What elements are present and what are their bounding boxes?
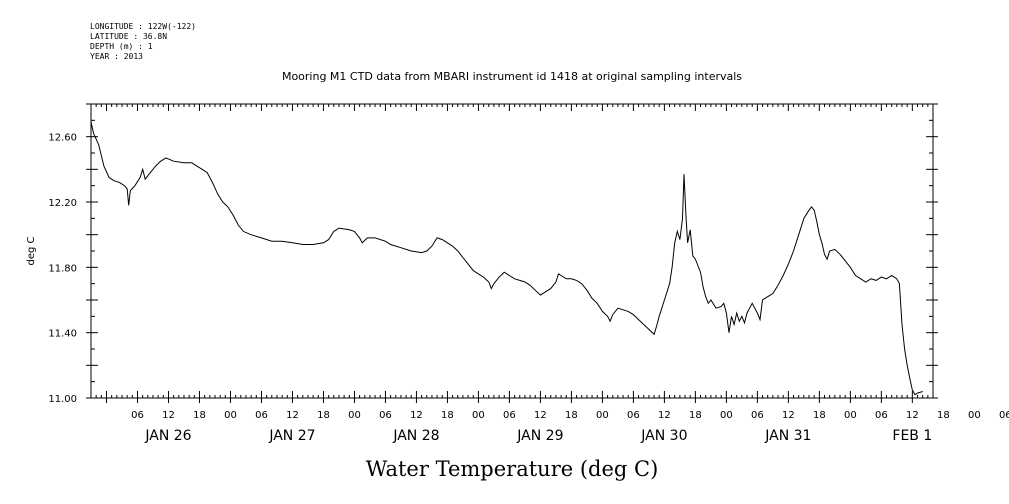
plot-frame xyxy=(90,103,934,399)
x-tick-label: 12 xyxy=(410,410,423,421)
y-tick-label: 11.40 xyxy=(48,329,77,340)
x-tick-label: 18 xyxy=(317,410,330,421)
x-tick-label: 00 xyxy=(224,410,237,421)
metadata-block: LONGITUDE : 122W(-122) LATITUDE : 36.8N … xyxy=(90,22,196,62)
x-tick-label: 06 xyxy=(627,410,640,421)
y-tick-label: 11.80 xyxy=(48,263,77,274)
day-label: JAN 27 xyxy=(268,428,315,444)
x-tick-label: 18 xyxy=(937,410,950,421)
day-label: JAN 26 xyxy=(144,428,191,444)
x-tick-label: 06 xyxy=(999,410,1009,421)
x-tick-label: 12 xyxy=(658,410,671,421)
x-tick-label: 00 xyxy=(348,410,361,421)
x-tick-label: 00 xyxy=(720,410,733,421)
x-tick-label: 12 xyxy=(906,410,919,421)
y-tick-label: 12.20 xyxy=(48,198,77,209)
axis-ticks xyxy=(86,103,938,403)
x-tick-label: 12 xyxy=(286,410,299,421)
x-tick-label: 12 xyxy=(782,410,795,421)
temperature-series-line xyxy=(90,121,923,396)
latitude-label: LATITUDE : 36.8N xyxy=(90,32,168,41)
x-tick-label: 06 xyxy=(503,410,516,421)
y-tick-label: 11.00 xyxy=(48,394,77,405)
x-tick-label: 12 xyxy=(162,410,175,421)
x-tick-label: 06 xyxy=(751,410,764,421)
x-tick-label: 18 xyxy=(441,410,454,421)
x-tick-label: 18 xyxy=(193,410,206,421)
year-label: YEAR : 2013 xyxy=(90,52,143,61)
x-tick-label: 06 xyxy=(131,410,144,421)
x-tick-labels: 06 12 18 00 06 12 18 00 06 12 18 00 06 12 18 00 06 12 18 00… xyxy=(131,410,1009,421)
x-axis-label: Water Temperature (deg C) xyxy=(366,457,659,481)
day-label: JAN 29 xyxy=(516,428,563,444)
y-tick-labels: 11.00 11.40 11.80 12.20 12.60 xyxy=(48,133,77,405)
x-tick-label: 00 xyxy=(472,410,485,421)
x-tick-label: 00 xyxy=(968,410,981,421)
day-label: JAN 28 xyxy=(392,428,439,444)
x-tick-label: 06 xyxy=(875,410,888,421)
y-axis-label: deg C xyxy=(26,236,37,265)
x-tick-label: 18 xyxy=(565,410,578,421)
x-tick-label: 18 xyxy=(689,410,702,421)
chart-title: Mooring M1 CTD data from MBARI instrumen… xyxy=(282,70,742,83)
x-tick-label: 00 xyxy=(844,410,857,421)
x-tick-label: 12 xyxy=(534,410,547,421)
day-labels: JAN 26 JAN 27 JAN 28 JAN 29 JAN 30 JAN 31 FEB … xyxy=(144,428,932,444)
x-tick-label: 06 xyxy=(379,410,392,421)
day-label: JAN 30 xyxy=(640,428,687,444)
y-tick-label: 12.60 xyxy=(48,133,77,144)
day-label: JAN 31 xyxy=(764,428,811,444)
day-label: FEB 1 xyxy=(892,428,932,444)
x-tick-label: 18 xyxy=(813,410,826,421)
x-tick-label: 00 xyxy=(596,410,609,421)
depth-label: DEPTH (m) : 1 xyxy=(90,42,153,51)
x-tick-label: 06 xyxy=(255,410,268,421)
longitude-label: LONGITUDE : 122W(-122) xyxy=(90,22,196,31)
